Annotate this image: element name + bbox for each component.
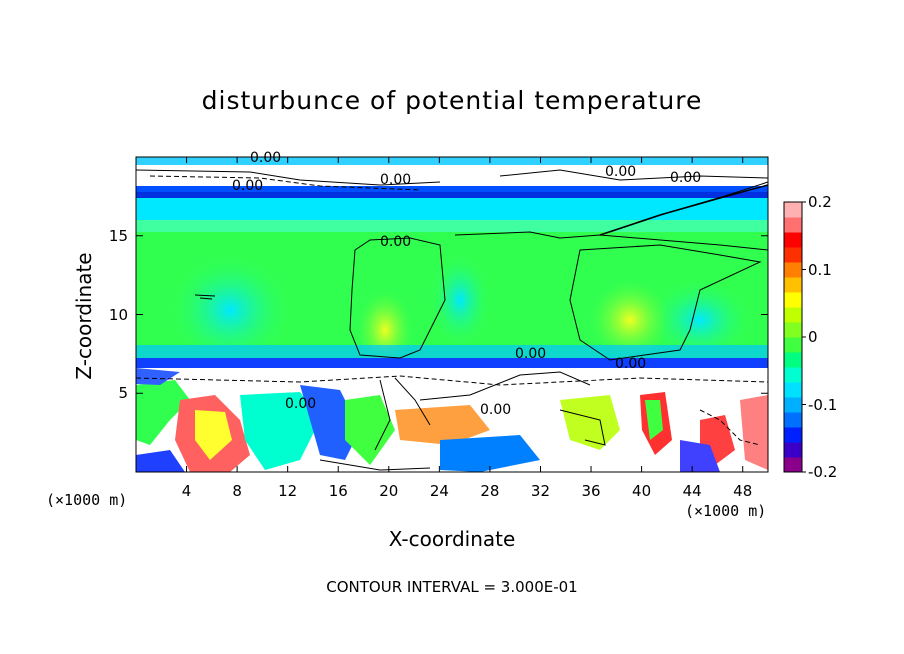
x-tick-label: 28	[480, 482, 500, 500]
x-tick-label: 32	[530, 482, 551, 500]
x-tick-label: 4	[181, 482, 192, 500]
colorbar-swatch	[784, 352, 802, 368]
contour-label: 0.00	[605, 164, 636, 180]
colorbar-swatch	[784, 232, 802, 248]
contour-labels: 0.00 0.00 0.00 0.00 0.00 0.00 0.00 0.00 0.00 0.00	[232, 150, 701, 418]
contour-label: 0.00	[615, 356, 646, 372]
colorbar-swatch	[784, 247, 802, 263]
colorbar	[784, 202, 802, 473]
x-tick-label: 44	[682, 482, 702, 500]
x-unit-label-left: (×1000 m)	[46, 491, 128, 509]
y-axis-ticks	[136, 235, 768, 394]
colorbar-swatch	[784, 397, 802, 413]
x-tick-label: 16	[328, 482, 348, 500]
x-tick-label: 40	[632, 482, 652, 500]
colorbar-tick-label: 0	[808, 328, 818, 346]
x-unit-label-right: (×1000 m)	[685, 502, 767, 520]
x-tick-label: 20	[379, 482, 399, 500]
chart-title: disturbunce of potential temperature	[201, 86, 703, 115]
colorbar-swatch	[784, 442, 802, 458]
colorbar-tick-label: 0.1	[808, 260, 832, 279]
colorbar-swatch	[784, 292, 802, 308]
colorbar-ticks	[802, 201, 806, 473]
colorbar-swatch	[784, 412, 802, 428]
colorbar-swatch	[784, 262, 802, 278]
heatmap-field	[136, 157, 768, 472]
colorbar-swatch	[784, 307, 802, 323]
x-tick-label: 36	[581, 482, 601, 500]
y-tick-label: 5	[118, 384, 128, 403]
colorbar-swatch	[784, 427, 802, 443]
colorbar-swatch	[784, 367, 802, 383]
contour-label: 0.00	[232, 178, 263, 194]
y-tick-label: 10	[108, 305, 128, 324]
contour-label: 0.00	[670, 170, 701, 186]
colorbar-tick-label: -0.1	[808, 395, 838, 414]
contour-label: 0.00	[250, 150, 281, 166]
x-tick-label: 12	[278, 482, 298, 500]
colorbar-swatch	[784, 322, 802, 338]
contour-label: 0.00	[480, 402, 511, 418]
x-axis-label: X-coordinate	[388, 527, 516, 551]
x-tick-label: 24	[429, 482, 449, 500]
colorbar-swatch	[784, 217, 802, 233]
x-axis-ticks	[186, 157, 744, 472]
colorbar-swatch	[784, 202, 802, 218]
contour-interval-note: CONTOUR INTERVAL = 3.000E-01	[326, 578, 578, 596]
y-axis-label: Z-coordinate	[72, 252, 96, 380]
x-tick-label: 48	[733, 482, 753, 500]
y-tick-label: 15	[108, 226, 128, 245]
contour-label: 0.00	[515, 346, 546, 362]
colorbar-swatch	[784, 277, 802, 293]
colorbar-tick-label: -0.2	[808, 463, 838, 481]
contour-label: 0.00	[285, 396, 316, 412]
colorbar-swatch	[784, 457, 802, 473]
contour-label: 0.00	[380, 234, 411, 250]
colorbar-swatch	[784, 337, 802, 353]
colorbar-swatch	[784, 382, 802, 398]
x-tick-label: 8	[232, 482, 242, 500]
colorbar-tick-label: 0.2	[808, 193, 832, 211]
contour-label: 0.00	[380, 172, 411, 188]
